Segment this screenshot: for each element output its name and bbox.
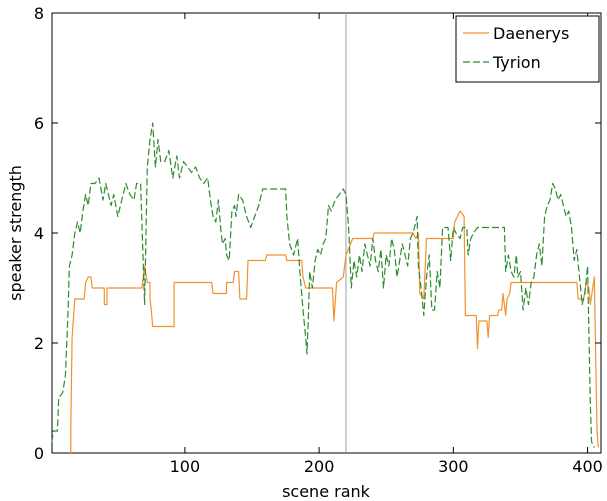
x-axis-label: scene rank <box>282 482 371 501</box>
y-tick-label: 8 <box>34 4 44 23</box>
y-axis-label: speaker strength <box>6 165 25 301</box>
x-tick-label: 100 <box>170 457 201 476</box>
series-line-daenerys <box>70 210 599 453</box>
legend-label-tyrion: Tyrion <box>492 53 541 72</box>
tick-layer: 100 200 300 400 0 2 4 6 8 <box>34 4 603 476</box>
y-tick-label: 4 <box>34 224 44 243</box>
x-tick-label: 400 <box>572 457 603 476</box>
y-tick-label: 6 <box>34 114 44 133</box>
series-layer <box>51 122 599 453</box>
legend: Daenerys Tyrion <box>455 15 600 83</box>
legend-box <box>455 15 600 83</box>
plot-area: 100 200 300 400 0 2 4 6 8 <box>34 4 603 476</box>
y-tick-label: 0 <box>34 444 44 463</box>
x-tick-label: 300 <box>438 457 469 476</box>
series-line-tyrion <box>51 122 595 448</box>
legend-label-daenerys: Daenerys <box>493 24 569 43</box>
x-tick-label: 200 <box>304 457 335 476</box>
y-tick-label: 2 <box>34 334 44 353</box>
